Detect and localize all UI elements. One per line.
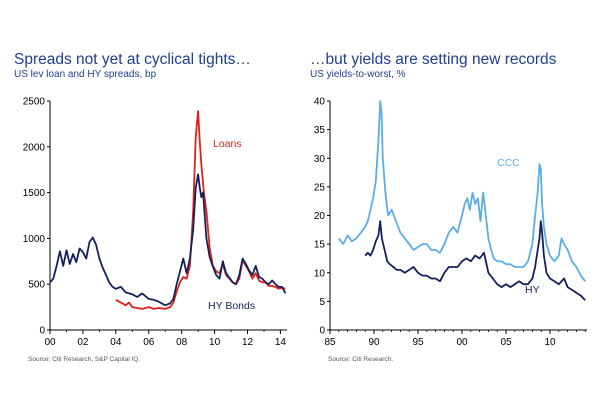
x-tick-label: 04 — [110, 337, 122, 348]
x-tick-label: 95 — [412, 337, 424, 348]
x-tick-label: 05 — [500, 337, 512, 348]
y-tick-label: 500 — [28, 280, 45, 291]
series-label-ccc: CCC — [497, 157, 520, 169]
right-chart-panel: …but yields are setting new records US y… — [300, 0, 600, 419]
chart-title: …but yields are setting new records — [310, 51, 557, 68]
y-tick-label: 20 — [314, 211, 326, 222]
y-tick-label: 40 — [314, 97, 326, 108]
x-tick-label: 08 — [176, 337, 188, 348]
chart-title: Spreads not yet at cyclical tights… — [14, 51, 251, 68]
y-tick-label: 35 — [314, 125, 326, 136]
x-tick-label: 90 — [368, 337, 380, 348]
y-tick-label: 15 — [314, 240, 326, 251]
y-tick-label: 1500 — [23, 188, 46, 199]
series-line-hy — [364, 220, 586, 301]
series-label-loans: Loans — [213, 138, 242, 150]
y-tick-label: 10 — [314, 268, 326, 279]
series-label-hy-bonds: HY Bonds — [208, 300, 255, 312]
series-line-ccc — [338, 100, 586, 282]
y-tick-label: 2500 — [23, 97, 46, 108]
y-tick-label: 30 — [314, 154, 326, 165]
series-line-loans — [115, 110, 286, 310]
chart-subtitle: US lev loan and HY spreads, bp — [14, 69, 157, 80]
left-chart-panel: Spreads not yet at cyclical tights… US l… — [14, 51, 287, 363]
series-label-hy: HY — [525, 284, 540, 296]
chart-subtitle: US yields-to-worst, % — [310, 69, 406, 80]
spreads-line-chart: 0 500 1000 1500 2000 2500 00 02 04 06 08 10 12 14 Loan… — [23, 97, 287, 348]
y-tick-label: 5 — [319, 297, 325, 308]
x-tick-label: 12 — [242, 337, 254, 348]
y-tick-label: 0 — [319, 326, 325, 337]
x-tick-label: 02 — [77, 337, 89, 348]
x-tick-label: 06 — [143, 337, 155, 348]
x-tick-label: 10 — [544, 337, 556, 348]
chart-source: Source: Citi Research. — [328, 356, 394, 363]
x-tick-label: 00 — [44, 337, 56, 348]
x-tick-label: 00 — [456, 337, 468, 348]
y-tick-label: 1000 — [23, 234, 46, 245]
series-line-hy-bonds — [49, 173, 287, 307]
y-tick-label: 0 — [39, 326, 45, 337]
y-tick-label: 2000 — [23, 142, 46, 153]
chart-source: Source: Citi Research, S&P Capital IQ. — [28, 356, 141, 363]
x-tick-label: 14 — [275, 337, 287, 348]
y-tick-label: 25 — [314, 182, 326, 193]
x-tick-label: 10 — [209, 337, 221, 348]
x-tick-label: 85 — [324, 337, 336, 348]
